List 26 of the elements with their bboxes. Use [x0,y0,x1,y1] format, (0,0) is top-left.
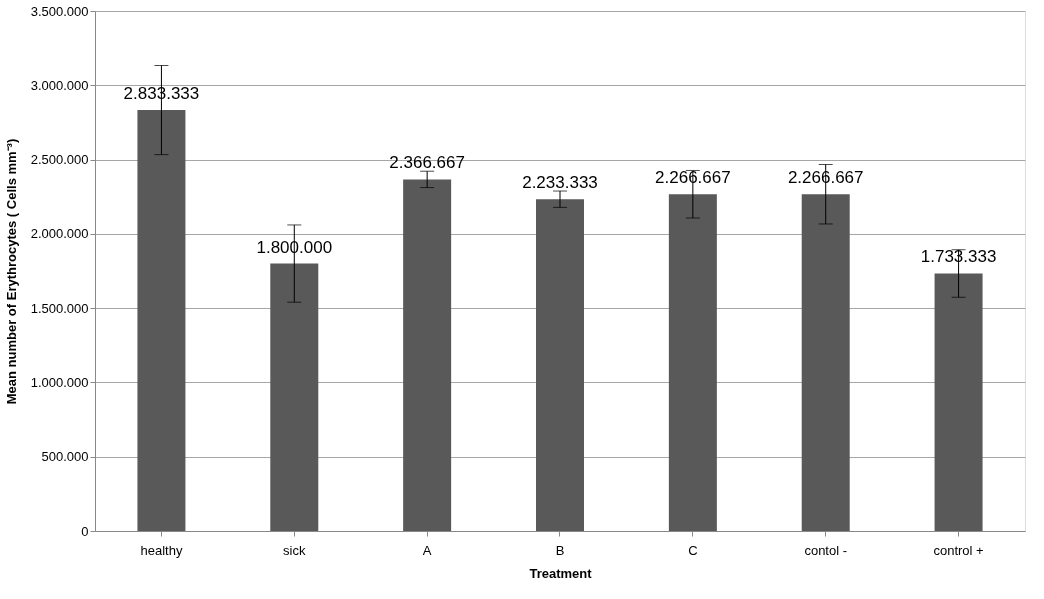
bar [270,263,319,531]
y-tick-label: 2.000.000 [30,226,89,242]
y-tick-label: 2.500.000 [30,152,89,168]
y-axis-title: Mean number of Erythrocytes ( Cells mm⁻³) [3,138,19,405]
bar [934,273,983,531]
data-label: 2.366.667 [389,153,465,173]
bar [137,110,186,531]
y-tick-label: 3.000.000 [30,77,89,93]
x-tick-label: sick [283,542,306,558]
x-tick-label: control + [933,542,984,558]
x-tick-label: A [422,542,432,558]
bar [403,179,452,531]
y-tick-label: 500.000 [41,449,89,465]
y-tick-label: 0 [81,523,89,539]
x-tick-label: B [555,542,565,558]
x-tick-label: C [688,542,698,558]
data-label: 2.233.333 [522,173,598,193]
bar [668,194,717,531]
y-tick-label: 1.000.000 [30,374,89,390]
y-tick-label: 3.500.000 [30,3,89,19]
x-axis-title: Treatment [529,565,593,581]
x-tick-label: healthy [140,542,183,558]
y-tick-label: 1.500.000 [30,300,89,316]
bar [536,199,584,531]
x-tick-label: contol - [804,542,848,558]
bar [801,194,850,531]
